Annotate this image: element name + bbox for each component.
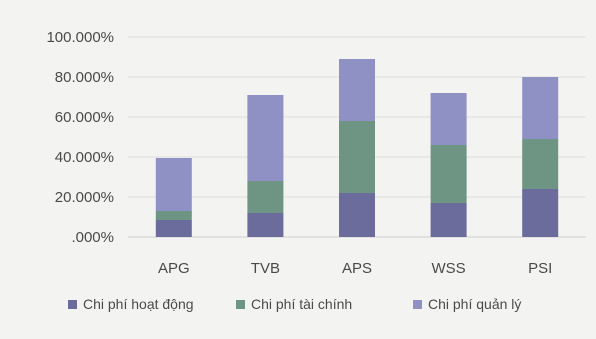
x-category-label: APS (342, 260, 372, 277)
y-tick-label: 40.000% (55, 149, 114, 166)
legend-item-chi-phi-tai-chinh: Chi phí tài chính (236, 296, 352, 312)
y-tick-label: 20.000% (55, 189, 114, 206)
legend-swatch (68, 300, 77, 309)
y-tick-label: 80.000% (55, 69, 114, 86)
bar-segment-chi-phi-quan-ly (155, 158, 192, 211)
bar-segment-chi-phi-tai-chinh (430, 145, 467, 203)
bar-segment-chi-phi-hoat-dong (522, 189, 559, 237)
bar-segment-chi-phi-hoat-dong (247, 213, 284, 237)
bars (155, 59, 559, 237)
x-category-label: APG (158, 260, 190, 277)
bar-segment-chi-phi-hoat-dong (339, 193, 375, 237)
bar-stack-psi (522, 77, 559, 237)
bar-segment-chi-phi-tai-chinh (155, 211, 192, 220)
legend-item-chi-phi-quan-ly: Chi phí quản lý (413, 296, 521, 312)
legend-label: Chi phí quản lý (428, 296, 521, 312)
bar-segment-chi-phi-quan-ly (430, 93, 467, 145)
y-tick-label: 100.000% (46, 29, 114, 46)
y-axis-tick-labels: .000% 20.000% 40.000% 60.000% 80.000% 100.000… (46, 29, 114, 246)
bar-stack-wss (430, 93, 467, 237)
bar-segment-chi-phi-quan-ly (247, 95, 284, 181)
x-category-label: WSS (432, 260, 466, 277)
bar-stack-aps (339, 59, 375, 237)
bar-segment-chi-phi-hoat-dong (155, 220, 192, 237)
legend: Chi phí hoạt động Chi phí tài chính Chi ph… (68, 296, 521, 312)
legend-swatch (236, 300, 245, 309)
legend-label: Chi phí hoạt động (83, 296, 194, 312)
bar-segment-chi-phi-quan-ly (522, 77, 559, 139)
bar-segment-chi-phi-tai-chinh (247, 181, 284, 213)
bar-stack-apg (155, 158, 192, 237)
y-tick-label: 60.000% (55, 109, 114, 126)
legend-swatch (413, 300, 422, 309)
bar-stack-tvb (247, 95, 284, 237)
bar-segment-chi-phi-hoat-dong (430, 203, 467, 237)
y-tick-label: .000% (71, 229, 114, 246)
legend-label: Chi phí tài chính (251, 296, 352, 312)
x-axis-category-labels: APG TVB APS WSS PSI (158, 260, 552, 277)
x-category-label: PSI (528, 260, 552, 277)
bar-segment-chi-phi-quan-ly (339, 59, 375, 121)
bar-segment-chi-phi-tai-chinh (522, 139, 559, 189)
legend-item-chi-phi-hoat-dong: Chi phí hoạt động (68, 296, 194, 312)
bar-segment-chi-phi-tai-chinh (339, 121, 375, 193)
x-category-label: TVB (251, 260, 280, 277)
